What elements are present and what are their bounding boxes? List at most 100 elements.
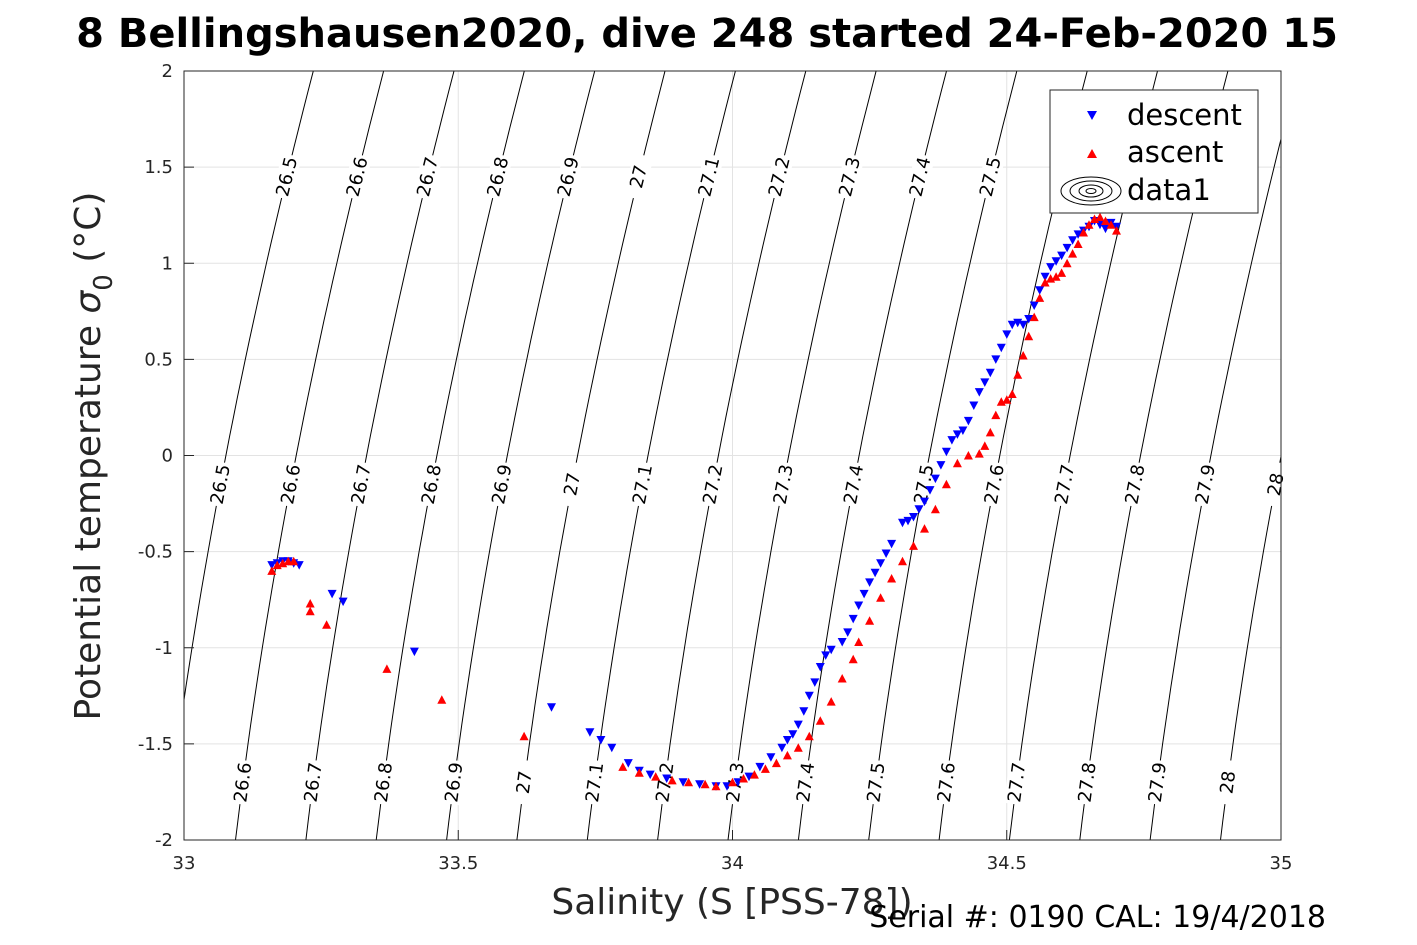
descent-point bbox=[958, 426, 968, 435]
ascent-point bbox=[749, 770, 759, 779]
legend-marker-data1 bbox=[1060, 176, 1122, 206]
descent-point bbox=[766, 753, 776, 762]
ascent-point bbox=[980, 441, 990, 450]
isopycnal-label-bg bbox=[905, 153, 935, 201]
descent-point bbox=[678, 778, 688, 787]
y-tick-label: -2 bbox=[155, 830, 173, 851]
isopycnal-line bbox=[235, 71, 385, 840]
ascent-point bbox=[728, 777, 737, 787]
descent-point bbox=[903, 516, 913, 526]
isopycnal-label-bg bbox=[206, 460, 235, 508]
ascent-point bbox=[1095, 212, 1105, 222]
ascent-point bbox=[826, 697, 836, 706]
descent-point bbox=[991, 355, 1001, 364]
descent-point bbox=[936, 461, 946, 470]
isopycnal-label-bg bbox=[1050, 460, 1079, 508]
isopycnal-line bbox=[1220, 453, 1281, 840]
ascent-point bbox=[1112, 226, 1121, 235]
descent-point bbox=[881, 549, 891, 558]
descent-point bbox=[793, 720, 803, 730]
ascent-point bbox=[793, 743, 803, 752]
ascent-point bbox=[1007, 389, 1017, 398]
isopycnal-label-bg bbox=[1261, 460, 1290, 508]
ascent-point bbox=[837, 674, 847, 683]
isopycnal-label-bg bbox=[347, 460, 376, 508]
ascent-point bbox=[651, 772, 661, 781]
x-tick-label: 34 bbox=[721, 853, 744, 874]
descent-point bbox=[607, 743, 617, 753]
isopycnal-label-bg bbox=[722, 759, 749, 806]
descent-point bbox=[1046, 263, 1056, 272]
y-tick-label: -0.5 bbox=[138, 542, 173, 563]
ascent-point bbox=[963, 451, 973, 460]
descent-point bbox=[1051, 257, 1061, 266]
x-tick-label: 35 bbox=[1270, 853, 1293, 874]
legend: descent ascent data1 bbox=[1049, 89, 1259, 214]
descent-point bbox=[821, 651, 831, 660]
descent-point bbox=[695, 780, 705, 789]
isopycnal-label-bg bbox=[511, 759, 538, 806]
descent-point bbox=[409, 647, 419, 657]
ascent-point bbox=[305, 606, 315, 616]
descent-point bbox=[1002, 330, 1012, 339]
y-tick-label: 1.5 bbox=[144, 157, 173, 178]
isopycnal-label-bg bbox=[933, 759, 960, 806]
descent-point bbox=[963, 416, 973, 426]
descent-point bbox=[969, 401, 979, 410]
isopycnal-label-bg bbox=[652, 759, 678, 806]
legend-marker-descent bbox=[1087, 111, 1097, 120]
descent-point bbox=[799, 707, 809, 716]
ascent-point bbox=[760, 764, 770, 773]
descent-point bbox=[267, 561, 277, 570]
descent-point bbox=[338, 597, 348, 607]
isopycnal-line bbox=[1149, 137, 1281, 840]
ascent-point bbox=[898, 556, 907, 566]
ascent-point bbox=[1040, 278, 1050, 287]
isopycnal-label-bg bbox=[792, 759, 819, 806]
x-axis-label: Salinity (S [PSS-78]) bbox=[551, 882, 912, 923]
isopycnal-label-bg bbox=[558, 460, 587, 508]
descent-point bbox=[996, 343, 1006, 353]
descent-point bbox=[645, 770, 655, 780]
descent-point bbox=[980, 378, 990, 387]
legend-box bbox=[1049, 89, 1259, 214]
ascent-point bbox=[848, 654, 858, 664]
descent-point bbox=[920, 497, 929, 507]
ascent-point bbox=[974, 449, 984, 458]
ascent-point bbox=[920, 524, 929, 533]
isopycnal-label-bg bbox=[764, 152, 795, 201]
isopycnal-line bbox=[305, 71, 455, 840]
descent-point bbox=[547, 703, 556, 712]
descent-point bbox=[623, 759, 633, 768]
descent-point bbox=[662, 774, 672, 783]
ascent-point bbox=[1057, 268, 1067, 277]
isopycnal-label-bg bbox=[628, 460, 657, 508]
y-axis-ticks: -2 -1.5 -1 -0.5 0 0.5 1 1.5 2 bbox=[138, 61, 194, 851]
isopycnal-label-bg bbox=[769, 460, 798, 508]
ascent-point bbox=[289, 556, 299, 566]
descent-point bbox=[848, 614, 858, 624]
ascent-point bbox=[667, 775, 677, 785]
ascent-point bbox=[876, 593, 886, 602]
ascent-point bbox=[1024, 331, 1034, 341]
isopycnal-line bbox=[446, 71, 596, 840]
x-tick-label: 34.5 bbox=[987, 853, 1027, 874]
isopycnal-line bbox=[657, 71, 807, 840]
ascent-point bbox=[865, 616, 875, 625]
descent-point bbox=[947, 436, 957, 445]
isopycnal-label-bg bbox=[229, 759, 256, 806]
isopycnal-label-bg bbox=[417, 460, 446, 508]
ascent-point bbox=[1084, 220, 1094, 229]
isopycnal-line bbox=[727, 71, 877, 840]
chart-title: 8 Bellingshausen2020, dive 248 started 2… bbox=[76, 11, 1338, 57]
ascent-point bbox=[985, 427, 995, 437]
ascent-point bbox=[815, 716, 825, 725]
legend-label-data1: data1 bbox=[1127, 173, 1211, 207]
isopycnal-label-bg bbox=[271, 152, 302, 201]
descent-point bbox=[755, 762, 765, 772]
ascent-point bbox=[1101, 216, 1110, 225]
isopycnal-label-bg bbox=[839, 460, 868, 508]
ascent-point bbox=[930, 504, 940, 514]
isopycnal-label: 28 bbox=[1264, 471, 1289, 497]
isopycnal-label-bg bbox=[1214, 759, 1241, 806]
